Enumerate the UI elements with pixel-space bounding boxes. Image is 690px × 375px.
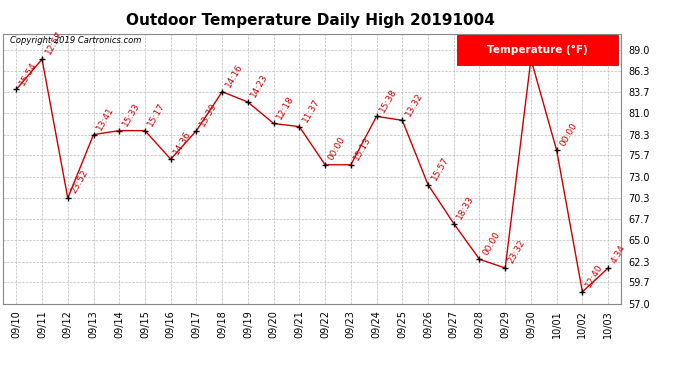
Text: Temperature (°F): Temperature (°F): [487, 45, 588, 55]
Text: 23:32: 23:32: [506, 238, 527, 265]
Text: Copyright 2019 Cartronics.com: Copyright 2019 Cartronics.com: [10, 36, 141, 45]
Text: 23:52: 23:52: [69, 169, 90, 195]
Text: 15:13: 15:13: [352, 135, 373, 162]
Text: 13:41: 13:41: [95, 105, 115, 132]
Text: 18:33: 18:33: [455, 194, 476, 221]
Text: 11:37: 11:37: [301, 97, 322, 124]
Text: 15:38: 15:38: [378, 87, 399, 114]
Text: 13:32: 13:32: [404, 91, 424, 117]
Text: 14:: 14:: [532, 39, 547, 56]
FancyBboxPatch shape: [457, 35, 618, 65]
Text: 4:34: 4:34: [609, 243, 627, 265]
Text: 12:18: 12:18: [275, 94, 296, 121]
Text: 15:54: 15:54: [18, 60, 39, 87]
Text: 15:57: 15:57: [429, 155, 450, 182]
Text: 14:23: 14:23: [249, 73, 270, 99]
Text: 00:00: 00:00: [326, 135, 347, 162]
Text: 15:17: 15:17: [146, 101, 167, 128]
Text: 14:16: 14:16: [224, 62, 244, 89]
Text: 13:39: 13:39: [198, 101, 219, 128]
Text: 14:36: 14:36: [172, 130, 193, 156]
Text: 00:00: 00:00: [558, 121, 579, 148]
Text: 00:00: 00:00: [481, 230, 502, 256]
Text: 12:40: 12:40: [584, 262, 604, 289]
Text: 12:57: 12:57: [43, 30, 64, 56]
Text: Outdoor Temperature Daily High 20191004: Outdoor Temperature Daily High 20191004: [126, 13, 495, 28]
Text: 15:33: 15:33: [121, 101, 141, 128]
